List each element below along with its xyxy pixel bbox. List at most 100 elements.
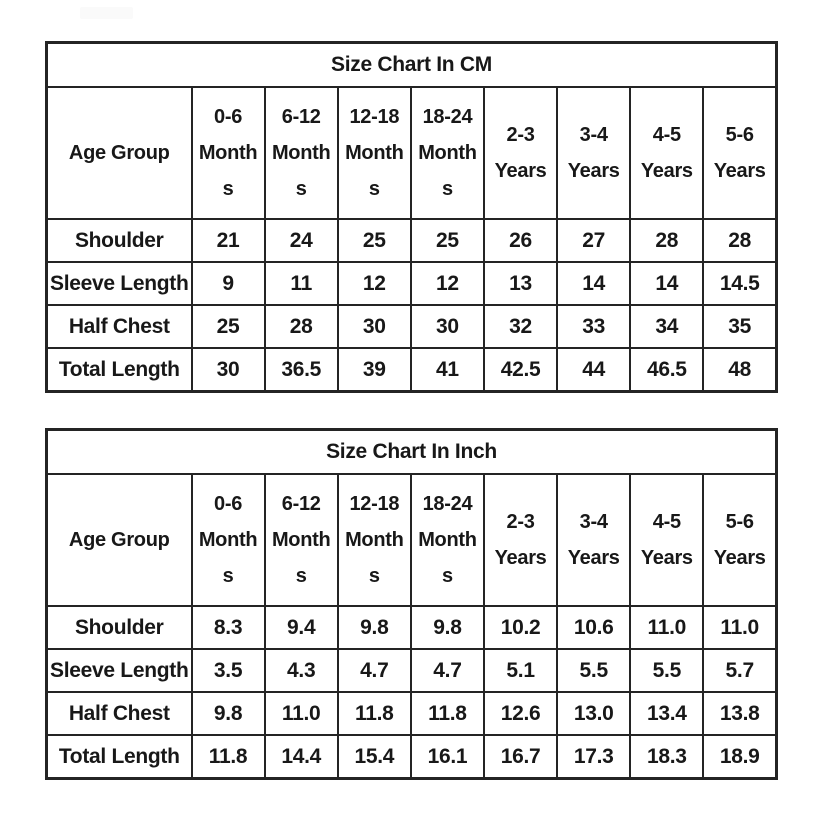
value-cell: 32 [482,304,559,349]
table-row: Total Length 11.8 14.4 15.4 16.1 16.7 17.3 18.3… [45,734,778,780]
value-cell: 10.6 [556,605,632,650]
value-cell: 11 [263,261,339,306]
value-cell: 39 [336,347,412,393]
column-header-cell: 18-24 Months [409,86,486,220]
value-cell: 5.5 [556,648,632,693]
value-cell: 25 [190,304,266,349]
value-cell: 30 [190,347,266,393]
value-cell: 14.5 [702,261,778,306]
column-header-cell: 2-3 Years [482,473,559,607]
value-cell: 9.8 [409,605,486,650]
value-cell: 4.7 [409,648,486,693]
column-header-label: 4-5 Years [640,511,693,569]
size-table-cm: Size Chart In CM Age Group 0-6 Months 6-12 … [45,41,778,393]
value-cell: 25 [409,218,486,263]
value-cell: 18.9 [702,734,778,780]
value-cell: 11.0 [629,605,705,650]
value-cell: 5.1 [482,648,559,693]
value-cell: 42.5 [482,347,559,393]
size-table-inch: Size Chart In Inch Age Group 0-6 Months 6-1… [45,428,778,780]
row-label: Shoulder [45,605,193,650]
value-cell: 27 [556,218,632,263]
age-group-header-cell: Age Group [45,473,193,607]
column-header-label: Age Group [68,142,170,164]
column-header-label: 6-12 Months [271,493,331,587]
column-header-cell: 3-4 Years [556,86,632,220]
value-cell: 13.0 [556,691,632,736]
column-header-label: 12-18 Months [345,493,404,587]
value-cell: 14 [556,261,632,306]
value-cell: 48 [702,347,778,393]
column-header-label: 0-6 Months [198,493,258,587]
value-cell: 18.3 [629,734,705,780]
column-header-label: 0-6 Months [198,106,258,200]
value-cell: 36.5 [263,347,339,393]
column-header-cell: 18-24 Months [409,473,486,607]
value-cell: 11.8 [336,691,412,736]
column-header-label: 5-6 Years [713,124,766,182]
table-title-row: Size Chart In CM [45,41,778,88]
table-row: Shoulder 8.3 9.4 9.8 9.8 10.2 10.6 11.0 11.0 [45,605,778,650]
column-header-cell: 3-4 Years [556,473,632,607]
value-cell: 11.0 [263,691,339,736]
column-header-label: 3-4 Years [567,124,620,182]
value-cell: 13.8 [702,691,778,736]
watermark-smudge [80,7,133,19]
column-header-label: Age Group [68,529,170,551]
value-cell: 4.3 [263,648,339,693]
value-cell: 41 [409,347,486,393]
value-cell: 3.5 [190,648,266,693]
row-label: Total Length [45,347,193,393]
column-header-cell: 6-12 Months [263,86,339,220]
value-cell: 35 [702,304,778,349]
column-header-cell: 2-3 Years [482,86,559,220]
value-cell: 4.7 [336,648,412,693]
row-label: Total Length [45,734,193,780]
value-cell: 11.0 [702,605,778,650]
value-cell: 14.4 [263,734,339,780]
value-cell: 8.3 [190,605,266,650]
value-cell: 34 [629,304,705,349]
column-header-cell: 0-6 Months [190,86,266,220]
column-header-cell: 4-5 Years [629,473,705,607]
value-cell: 5.5 [629,648,705,693]
column-header-cell: 5-6 Years [702,473,778,607]
table-row: Sleeve Length 9 11 12 12 13 14 14 14.5 [45,261,778,306]
column-header-label: 6-12 Months [271,106,331,200]
value-cell: 14 [629,261,705,306]
column-header-cell: 12-18 Months [336,86,412,220]
value-cell: 24 [263,218,339,263]
value-cell: 5.7 [702,648,778,693]
column-header-cell: 12-18 Months [336,473,412,607]
value-cell: 9.4 [263,605,339,650]
value-cell: 25 [336,218,412,263]
value-cell: 10.2 [482,605,559,650]
value-cell: 15.4 [336,734,412,780]
value-cell: 9.8 [190,691,266,736]
value-cell: 13 [482,261,559,306]
value-cell: 16.7 [482,734,559,780]
value-cell: 17.3 [556,734,632,780]
column-header-cell: 4-5 Years [629,86,705,220]
column-header-label: 18-24 Months [418,106,477,200]
value-cell: 12.6 [482,691,559,736]
value-cell: 46.5 [629,347,705,393]
table-header-row: Age Group 0-6 Months 6-12 Months 12-18 Mont… [45,86,778,220]
table-row: Total Length 30 36.5 39 41 42.5 44 46.5 48 [45,347,778,393]
value-cell: 9 [190,261,266,306]
column-header-cell: 0-6 Months [190,473,266,607]
value-cell: 28 [263,304,339,349]
table-row: Sleeve Length 3.5 4.3 4.7 4.7 5.1 5.5 5.5 5.7 [45,648,778,693]
row-label: Half Chest [45,691,193,736]
table-row: Shoulder 21 24 25 25 26 27 28 28 [45,218,778,263]
column-header-label: 4-5 Years [640,124,693,182]
value-cell: 11.8 [409,691,486,736]
column-header-label: 18-24 Months [418,493,477,587]
value-cell: 11.8 [190,734,266,780]
row-label: Shoulder [45,218,193,263]
value-cell: 12 [336,261,412,306]
table-header-row: Age Group 0-6 Months 6-12 Months 12-18 Mont… [45,473,778,607]
table-title: Size Chart In CM [45,41,778,88]
value-cell: 44 [556,347,632,393]
